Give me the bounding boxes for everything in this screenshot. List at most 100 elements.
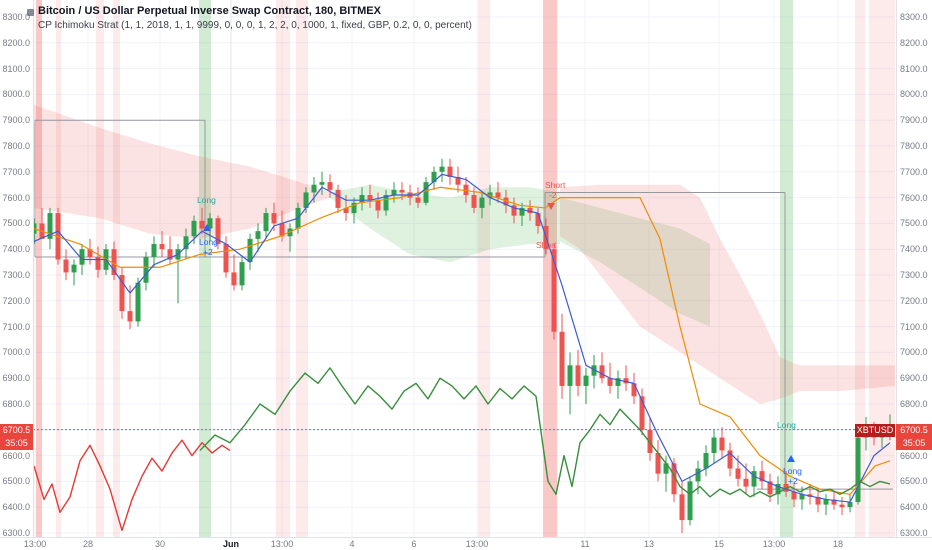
candle-body <box>87 249 93 257</box>
left-price-label: 7000.0 <box>2 347 30 358</box>
equity-line-loss <box>33 439 231 532</box>
candle-body <box>719 437 725 451</box>
candle-body <box>263 213 269 232</box>
chart-title[interactable]: Bitcoin / US Dollar Perpetual Inverse Sw… <box>38 5 381 17</box>
candle-body <box>527 207 533 214</box>
trade-label: +2 <box>203 247 213 257</box>
trade-label: +2 <box>788 476 798 486</box>
trade-label: Long <box>199 237 218 247</box>
indicator-label[interactable]: CP Ichimoku Strat (1, 1, 2018, 1, 1, 999… <box>38 20 472 31</box>
time-label: 13:00 <box>23 539 47 549</box>
time-label: 13:00 <box>762 539 786 549</box>
candle-body <box>455 176 461 185</box>
candle-body <box>95 256 101 270</box>
right-price-label: 6900.0 <box>900 373 928 384</box>
candle-body <box>799 494 805 500</box>
candle-body <box>319 182 325 185</box>
right-price-axis[interactable]: 8300.0 8200.0 8100.0 8000.0 7900.0 7800.0 7700… <box>896 0 932 538</box>
left-price-label: 7100.0 <box>2 321 30 332</box>
highlight-band <box>56 0 61 537</box>
candle-body <box>591 365 597 376</box>
long-arrow-icon <box>787 455 795 462</box>
time-label: 13:00 <box>465 539 489 549</box>
right-price-label: 7000.0 <box>900 347 928 358</box>
candle-body <box>599 365 605 379</box>
highlight-band <box>36 0 42 537</box>
time-label: 13:00 <box>270 539 294 549</box>
time-axis[interactable]: 13:00 28 30 Jun 13:00 4 6 13:00 11 13 15 13:00 18 <box>0 537 932 550</box>
candle-body <box>575 365 581 386</box>
candle-body <box>63 259 69 273</box>
candle-body <box>511 205 517 216</box>
candle-body <box>399 189 405 193</box>
time-label: 11 <box>580 539 590 549</box>
highlight-band <box>543 0 557 537</box>
left-price-label: 6300.0 <box>2 528 30 538</box>
trade-label: Long <box>777 420 796 430</box>
candle-body <box>231 272 237 286</box>
candle-body <box>143 256 149 283</box>
candle-body <box>839 504 845 508</box>
right-price-label: 7200.0 <box>900 295 928 306</box>
candle-body <box>119 275 125 312</box>
left-price-label: 6600.0 <box>2 450 30 461</box>
highlight-band <box>478 0 490 537</box>
long-arrow-icon <box>203 224 211 231</box>
candle-body <box>239 262 245 286</box>
trade-label: Long <box>197 195 216 205</box>
candle-body <box>279 223 285 237</box>
candle-body <box>495 192 501 198</box>
left-price-label: 6500.0 <box>2 476 30 487</box>
right-price-label: 7300.0 <box>900 270 928 280</box>
right-price-label: 6800.0 <box>900 399 928 409</box>
chart-legend: Bitcoin / US Dollar Perpetual Inverse Sw… <box>27 5 472 31</box>
candle-body <box>695 468 701 482</box>
candle-body <box>191 220 197 237</box>
left-price-label: 7200.0 <box>2 295 30 306</box>
right-price-label: 6400.0 <box>900 502 928 513</box>
last-price-badge-right: 6700.5 <box>896 424 932 437</box>
left-price-label: 7300.0 <box>2 270 30 280</box>
candle-body <box>671 463 677 495</box>
candle-body <box>207 218 213 229</box>
candle-body <box>631 383 637 397</box>
highlight-band <box>199 0 211 537</box>
candle-body <box>759 471 765 482</box>
candle-body <box>663 463 669 474</box>
right-price-label: 7600.0 <box>900 192 928 203</box>
left-price-axis[interactable]: 8300.0 8200.0 8100.0 8000.0 7900.0 7800.0 7700… <box>0 0 34 538</box>
highlight-band <box>780 0 793 537</box>
candle-body <box>47 213 53 239</box>
candle-body <box>615 378 621 386</box>
trade-label: -2 <box>549 190 557 200</box>
left-price-label: 6400.0 <box>2 502 30 513</box>
trade-label: Short <box>545 180 566 190</box>
candle-body <box>815 496 821 505</box>
right-price-label: 8300.0 <box>900 12 928 22</box>
left-price-label: 7600.0 <box>2 192 30 203</box>
candle-body <box>775 483 781 495</box>
right-price-label: 8000.0 <box>900 89 928 100</box>
candle-body <box>223 244 229 273</box>
candle-body <box>727 450 733 469</box>
candle-body <box>183 236 189 250</box>
left-price-label: 7800.0 <box>2 141 30 151</box>
time-label: 15 <box>713 539 725 549</box>
candle-body <box>743 478 749 487</box>
right-price-label: 7400.0 <box>900 244 928 255</box>
candle-body <box>479 197 485 208</box>
candle-body <box>647 429 653 454</box>
last-price-badge-left: 6700.5 <box>0 424 33 437</box>
ichimoku-cloud <box>560 184 895 404</box>
candle-body <box>471 195 477 208</box>
candle-body <box>431 171 437 183</box>
candle-body <box>215 218 221 245</box>
candle-body <box>831 499 837 505</box>
right-price-label: 7100.0 <box>900 321 928 332</box>
candle-body <box>679 494 685 521</box>
kijun-line <box>33 186 891 495</box>
right-price-label: 6300.0 <box>900 528 928 538</box>
trade-label: Long <box>783 466 802 476</box>
countdown-badge-right: 35:05 <box>896 437 932 450</box>
